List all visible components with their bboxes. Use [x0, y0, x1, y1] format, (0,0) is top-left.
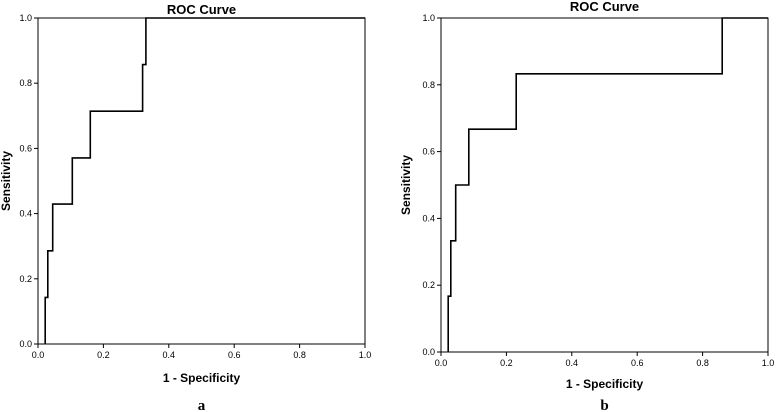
roc-curve-line: [447, 17, 768, 352]
x-tick-label: 0.0: [435, 358, 448, 368]
y-tick-label: 0.2: [19, 274, 32, 284]
y-tick-label: 0.2: [422, 280, 435, 290]
plot-frame: [37, 17, 366, 345]
panel-label: b: [600, 398, 608, 412]
x-tick-label: 0.6: [631, 358, 644, 368]
x-tick-label: 0.6: [228, 350, 241, 360]
x-tick-label: 0.2: [500, 358, 513, 368]
x-tick-label: 0.2: [97, 350, 110, 360]
y-tick-label: 0.8: [19, 78, 32, 88]
y-axis-label: Sensitivity: [399, 155, 413, 215]
y-tick-label: 0.4: [19, 209, 32, 219]
plot-frame: [440, 17, 769, 353]
x-tick-label: 1.0: [359, 350, 372, 360]
y-tick-label: 0.6: [422, 147, 435, 157]
x-axis-label: 1 - Specificity: [566, 377, 644, 391]
y-tick-label: 0.8: [422, 80, 435, 90]
panel-label: a: [198, 398, 206, 412]
x-tick-label: 0.8: [696, 358, 709, 368]
x-axis-label: 1 - Specificity: [163, 371, 241, 385]
y-tick-label: 0.4: [422, 213, 435, 223]
y-tick-label: 0.0: [422, 347, 435, 357]
y-tick-label: 0.0: [19, 339, 32, 349]
y-axis-label: Sensitivity: [0, 151, 13, 211]
y-tick-label: 0.6: [19, 143, 32, 153]
y-tick-label: 1.0: [19, 13, 32, 23]
roc-curve-line: [44, 17, 365, 344]
roc-panel-b: ROC Curve 0.0 0.2 0.4 0.6 0.8 1.0 0.0 0.2 0.4 0.6 0…: [399, 0, 774, 412]
roc-panel-a: ROC Curve 0.0 0.2 0.4 0.6 0.8 1.0 0.0 0.2 0.4 0.6 0…: [0, 2, 371, 412]
x-tick-label: 0.0: [32, 350, 45, 360]
y-tick-label: 1.0: [422, 13, 435, 23]
x-tick-label: 0.4: [566, 358, 579, 368]
x-tick-label: 0.4: [163, 350, 176, 360]
chart-title: ROC Curve: [570, 0, 639, 14]
chart-title: ROC Curve: [167, 2, 236, 17]
x-tick-label: 0.8: [293, 350, 306, 360]
x-tick-label: 1.0: [762, 358, 775, 368]
